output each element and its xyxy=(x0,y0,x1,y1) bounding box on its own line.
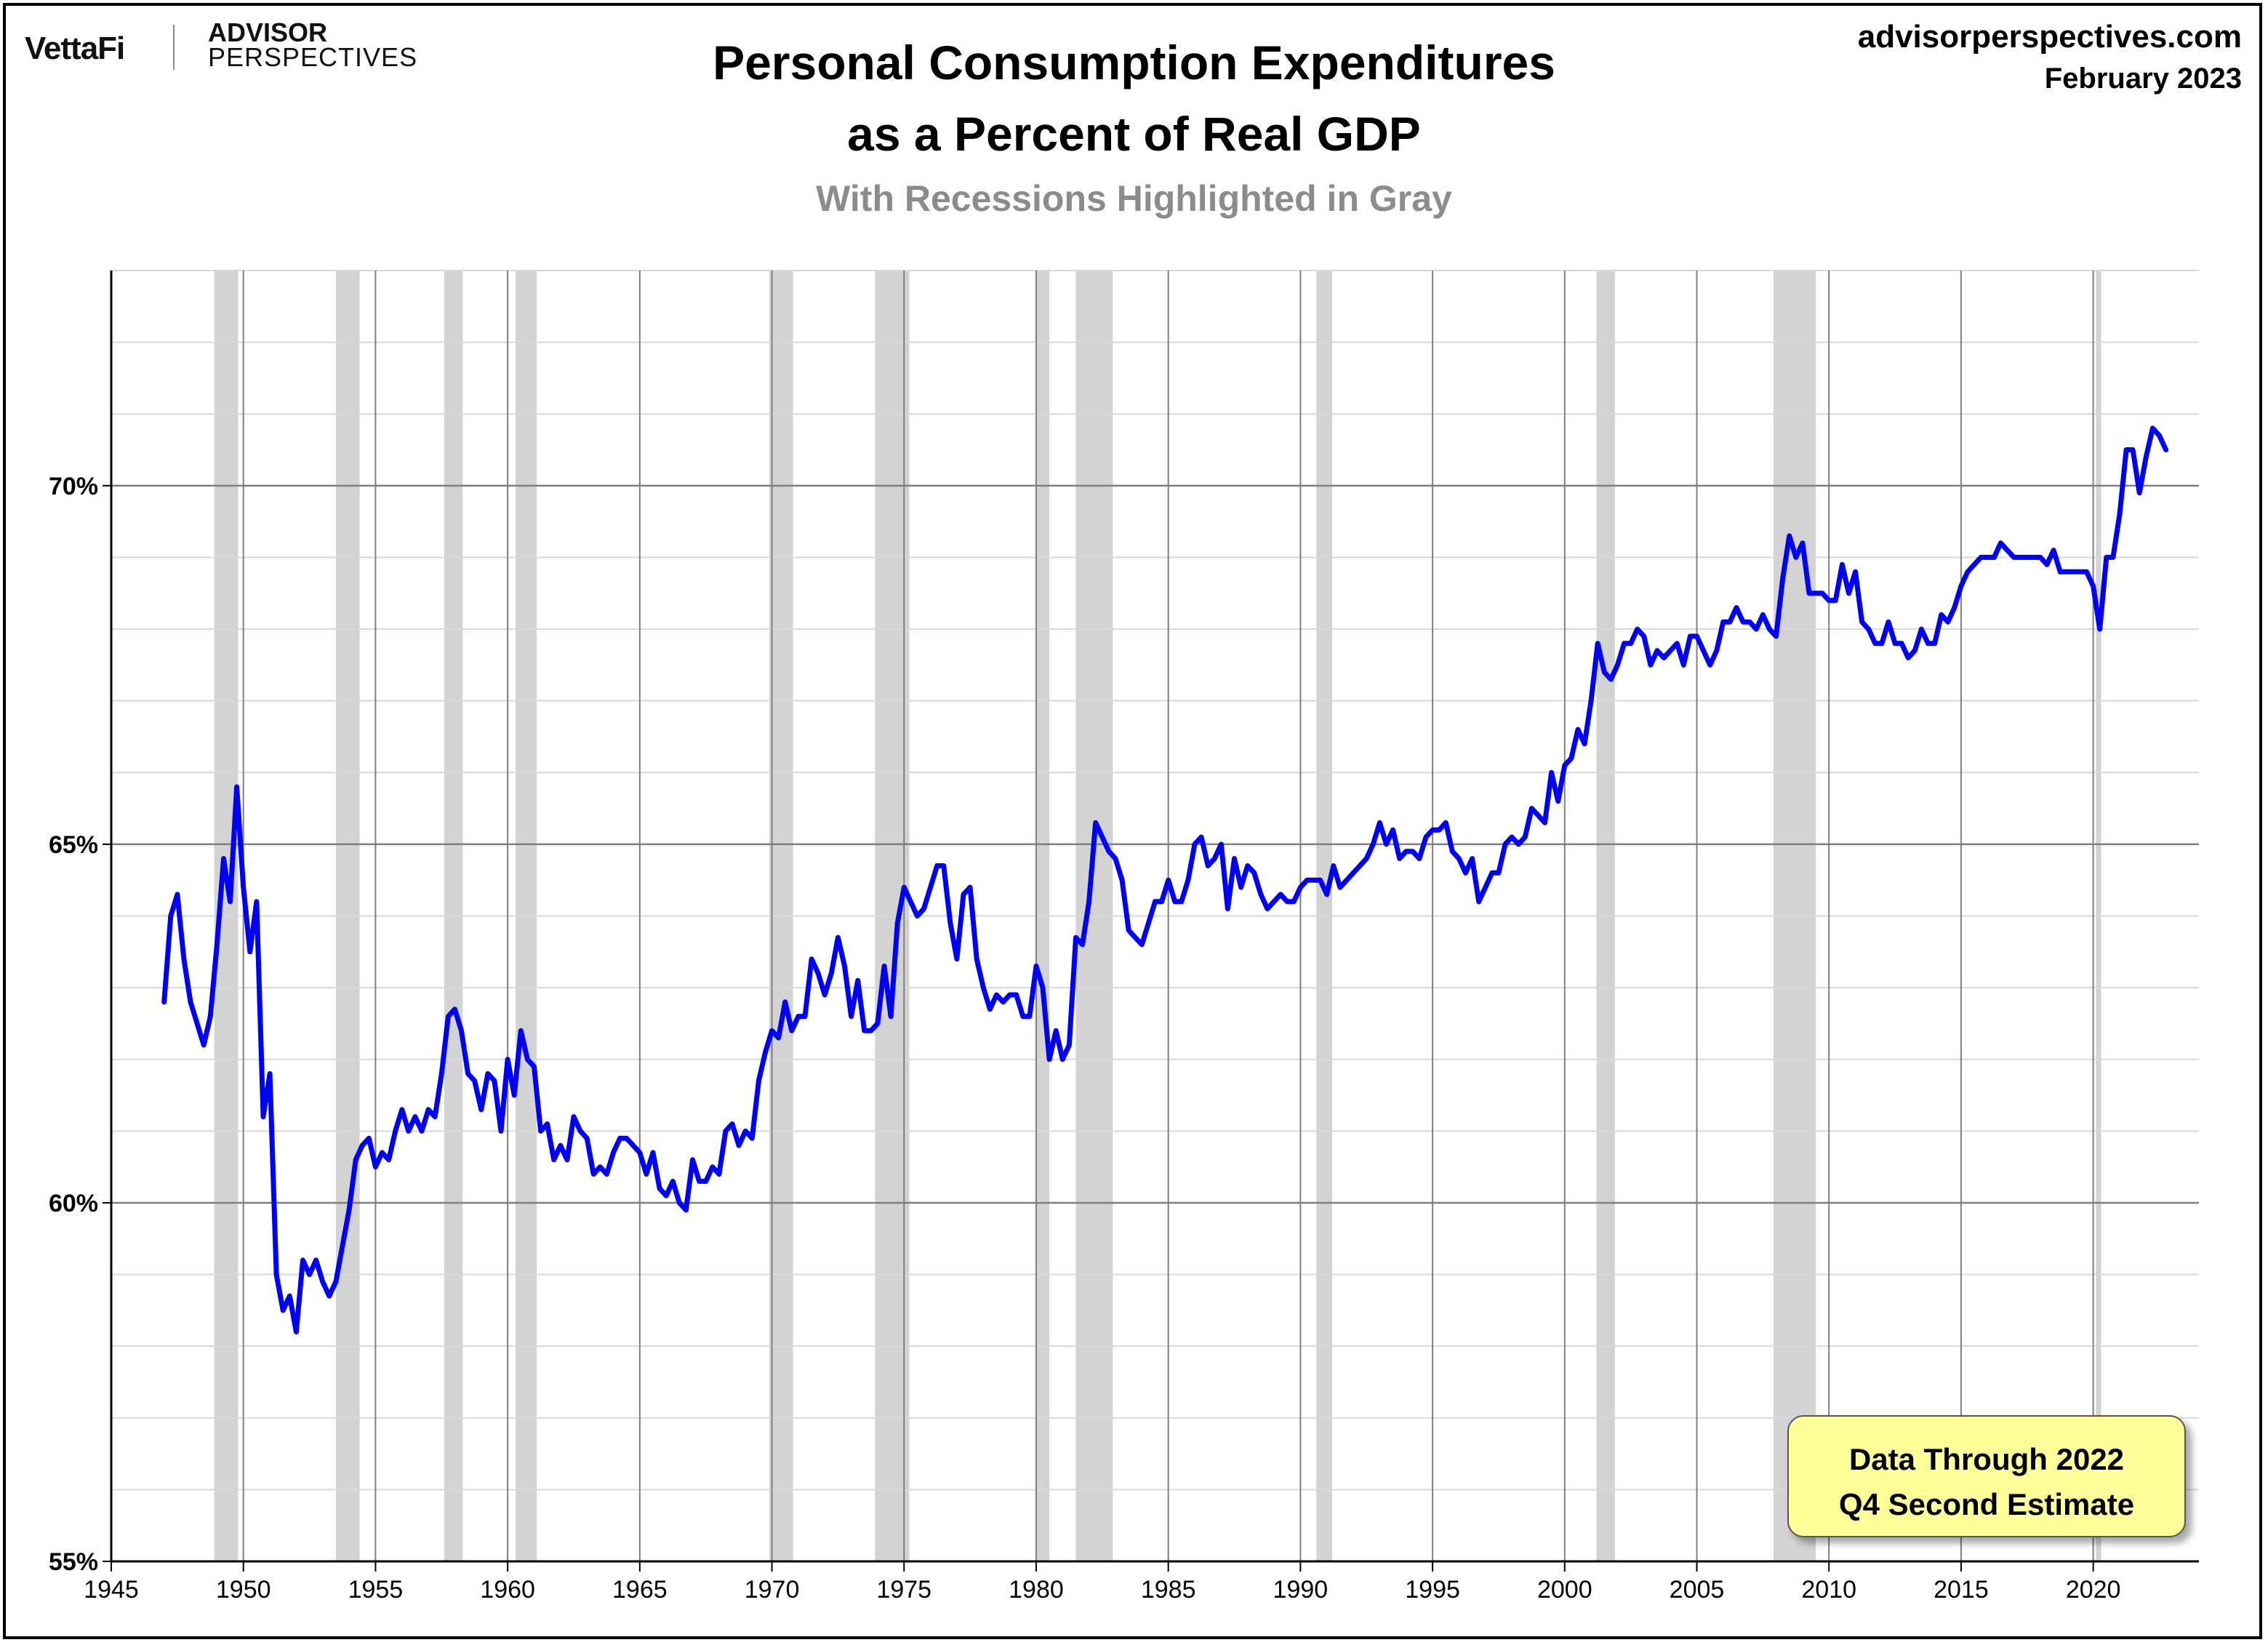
publish-date: February 2023 xyxy=(2044,63,2242,95)
vettafi-logo: VettaFi xyxy=(25,31,125,66)
x-tick-label: 2020 xyxy=(2066,1576,2121,1604)
x-tick-labels: 1945 1950 1955 1960 1965 1970 1975 1980 1985 1990… xyxy=(84,1576,2120,1604)
x-tick-label: 2010 xyxy=(1801,1576,1856,1604)
advisor-perspectives-logo-line1: ADVISOR xyxy=(208,17,328,47)
data-note-line2: Q4 Second Estimate xyxy=(1838,1487,2135,1521)
x-tick-label: 1970 xyxy=(745,1576,800,1604)
chart-subtitle: With Recessions Highlighted in Gray xyxy=(816,178,1452,219)
x-tick-label: 1980 xyxy=(1009,1576,1064,1604)
axes xyxy=(103,271,2199,1572)
x-tick-label: 2005 xyxy=(1670,1576,1725,1604)
x-tick-label: 1955 xyxy=(348,1576,404,1604)
y-tick-label: 55% xyxy=(49,1548,98,1576)
x-tick-label: 1945 xyxy=(84,1576,139,1604)
x-tick-label: 1990 xyxy=(1273,1576,1329,1604)
data-note-box: Data Through 2022 Q4 Second Estimate xyxy=(1787,1415,2186,1537)
x-tick-label: 1950 xyxy=(216,1576,271,1604)
x-tick-label: 1965 xyxy=(612,1576,668,1604)
x-tick-label: 1995 xyxy=(1405,1576,1460,1604)
data-note-line1: Data Through 2022 xyxy=(1848,1442,2125,1476)
x-tick-label: 1960 xyxy=(480,1576,535,1604)
chart-title-line2: as a Percent of Real GDP xyxy=(847,107,1421,161)
chart-frame xyxy=(3,3,2262,1639)
y-tick-label: 70% xyxy=(49,473,98,500)
site-url: advisorperspectives.com xyxy=(1857,19,2242,55)
x-tick-label: 2000 xyxy=(1537,1576,1592,1604)
chart-title-line1: Personal Consumption Expenditures xyxy=(713,36,1555,89)
x-tick-label: 1975 xyxy=(876,1576,931,1604)
y-tick-label: 60% xyxy=(49,1190,98,1217)
series xyxy=(161,425,2169,1334)
series-line xyxy=(161,425,2169,1334)
logo-divider xyxy=(173,25,175,70)
advisor-perspectives-logo-line2: PERSPECTIVES xyxy=(208,42,418,72)
y-tick-labels: 55% 60% 65% 70% xyxy=(49,473,98,1576)
grid-lines xyxy=(111,270,2199,1561)
x-tick-label: 1985 xyxy=(1141,1576,1196,1604)
x-tick-label: 2015 xyxy=(1934,1576,1989,1604)
y-tick-label: 65% xyxy=(49,831,98,859)
